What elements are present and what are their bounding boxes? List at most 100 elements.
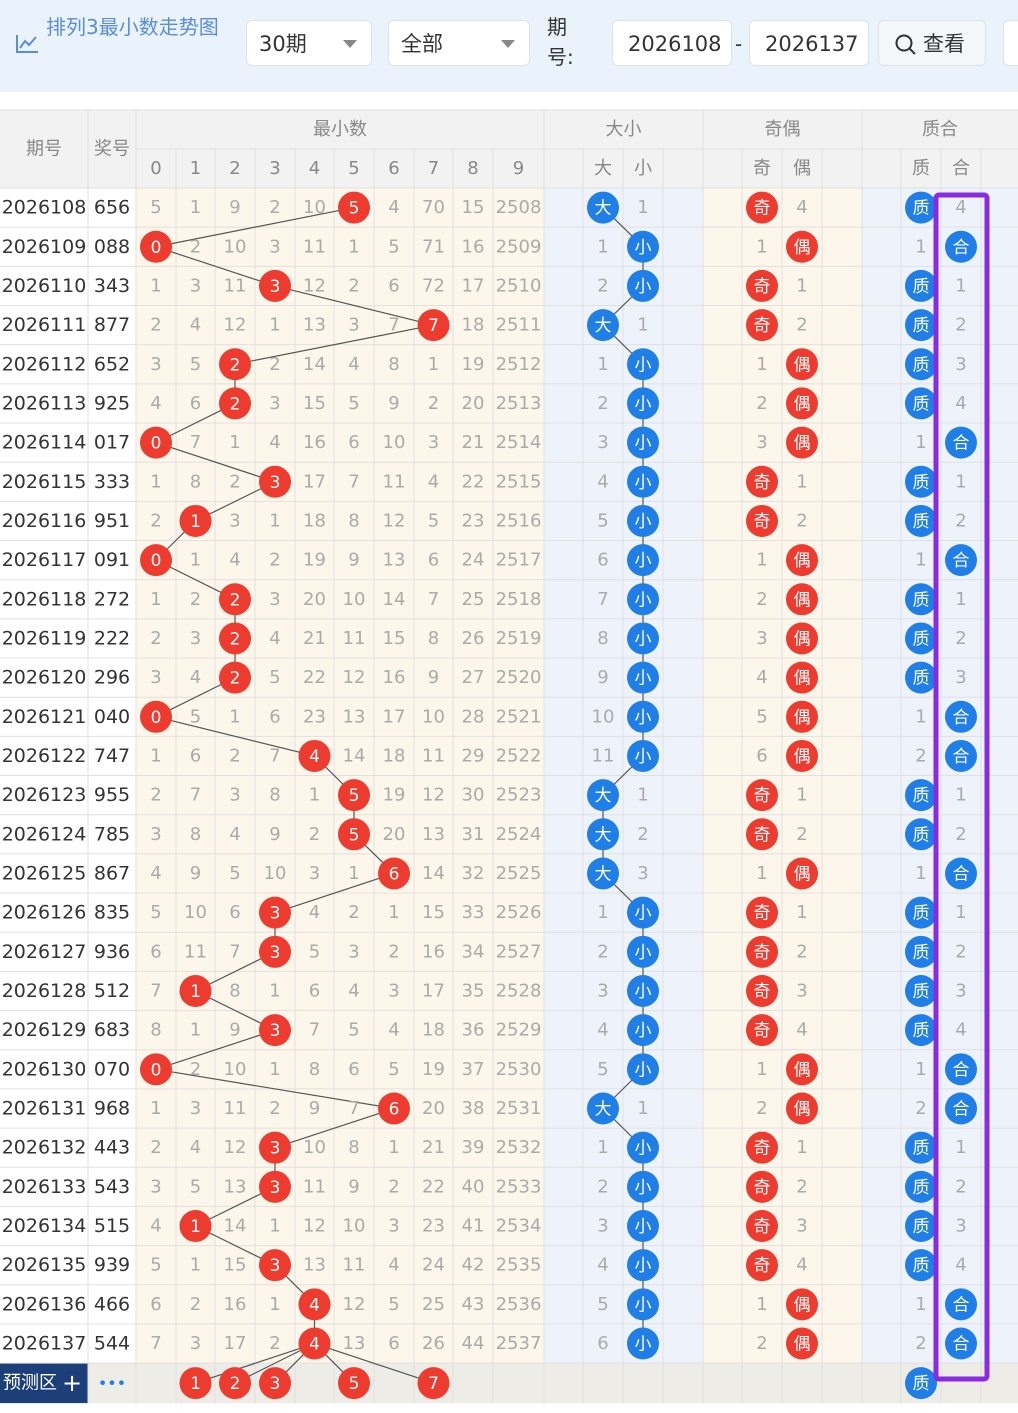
min-digit-ball: [140, 700, 172, 733]
size: 小: [635, 904, 652, 924]
parity: 奇: [754, 943, 771, 963]
miss-count: 35: [462, 980, 485, 1001]
parity: 偶: [794, 1060, 811, 1080]
forecast-add[interactable]: +: [62, 1369, 82, 1397]
miss-count: 4: [269, 628, 280, 649]
miss-count: 1: [229, 706, 240, 727]
miss-count: 1: [955, 785, 966, 806]
min-digit-ball: [219, 583, 251, 616]
miss-count: 8: [190, 824, 201, 845]
search-text: 查看: [923, 32, 965, 56]
digit-header: 5: [348, 158, 359, 179]
prize: 835: [94, 902, 130, 924]
miss-count: 1: [597, 354, 608, 375]
digit-header: 3: [269, 158, 280, 179]
size-ball: [587, 818, 619, 851]
parity-ball: [746, 1170, 778, 1203]
parity-ball: [786, 857, 818, 890]
miss-count: 3: [190, 1098, 201, 1119]
min-digit: 7: [428, 316, 439, 336]
issue-from[interactable]: 2026108: [612, 20, 732, 66]
min-digit-ball: [378, 857, 410, 890]
miss-count: 11: [303, 1176, 326, 1197]
scope-select[interactable]: 全部: [388, 20, 530, 66]
min-digit-ball: [140, 426, 172, 459]
size: 小: [635, 1021, 652, 1041]
parity: 奇: [754, 982, 771, 1002]
miss-count: 1: [150, 589, 161, 610]
miss-count: 11: [224, 1098, 247, 1119]
forecast-digit: 7: [428, 1374, 439, 1394]
miss-count: 3: [229, 785, 240, 806]
prime-ball: [945, 739, 977, 772]
period-select[interactable]: 30期: [246, 20, 372, 66]
min-digit-ball: [338, 779, 370, 812]
miss-count: 6: [150, 941, 161, 962]
size-ball: [627, 896, 659, 929]
prime-ball: [905, 1210, 937, 1243]
miss-count: 5: [756, 706, 767, 727]
miss-count: 2: [150, 785, 161, 806]
size-ball: [627, 1327, 659, 1360]
min-digit: 2: [230, 394, 241, 414]
trend-line: [155, 246, 276, 287]
parity-ball: [786, 622, 818, 655]
parity-ball: [746, 269, 778, 302]
min-digit-ball: [179, 974, 212, 1007]
min-digit-ball: [259, 1249, 291, 1282]
miss-count: 11: [343, 1255, 366, 1276]
miss-count: 9: [428, 667, 439, 688]
miss-count: 1: [269, 1059, 280, 1080]
prize: 656: [94, 197, 130, 219]
miss-count: 10: [383, 432, 406, 453]
miss-count: 4: [955, 1255, 966, 1276]
forecast-digit-ball: [219, 1367, 251, 1400]
miss-count: 1: [955, 471, 966, 492]
parity-ball: [746, 191, 778, 224]
min-digit: 0: [151, 551, 162, 571]
size-ball: [627, 661, 659, 694]
miss-count: 2: [637, 824, 648, 845]
miss-count: 9: [348, 1176, 359, 1197]
miss-count: 1: [796, 1137, 807, 1158]
size: 小: [635, 1178, 652, 1198]
parity: 偶: [794, 394, 811, 414]
miss-count: 8: [190, 471, 201, 492]
miss-count: 2: [796, 1176, 807, 1197]
prime: 合: [953, 1099, 970, 1119]
miss-count: 2535: [496, 1255, 542, 1276]
size: 小: [635, 943, 652, 963]
miss-count: 2511: [496, 315, 542, 336]
prime: 质: [913, 1139, 930, 1159]
min-digit-ball: [179, 504, 212, 537]
prime-ball: [905, 896, 937, 929]
miss-count: 1: [150, 745, 161, 766]
parity: 偶: [794, 747, 811, 767]
issue-to[interactable]: 2026137: [749, 20, 869, 66]
size-ball: [587, 779, 619, 812]
miss-count: 22: [303, 667, 326, 688]
chart-icon: [16, 35, 38, 53]
search-button[interactable]: 查看: [878, 20, 986, 66]
miss-count: 1: [915, 1294, 926, 1315]
min-digit-ball: [219, 348, 251, 381]
miss-count: 2533: [496, 1176, 542, 1197]
miss-count: 1: [955, 902, 966, 923]
more-button[interactable]: [1003, 20, 1018, 66]
miss-count: 5: [597, 1294, 608, 1315]
miss-count: 18: [303, 510, 326, 531]
miss-count: 2: [150, 510, 161, 531]
size-ball: [627, 387, 659, 420]
min-digit-ball: [179, 1210, 212, 1243]
miss-count: 6: [190, 393, 201, 414]
parity-ball: [786, 230, 818, 263]
size-ball: [627, 230, 659, 263]
size: 小: [635, 1295, 652, 1315]
prize: 543: [94, 1176, 130, 1198]
parity-ball: [746, 818, 778, 851]
parity: 奇: [754, 199, 771, 219]
miss-count: 2: [756, 589, 767, 610]
miss-count: 10: [224, 1059, 247, 1080]
prime-ball: [905, 818, 937, 851]
miss-count: 3: [955, 354, 966, 375]
